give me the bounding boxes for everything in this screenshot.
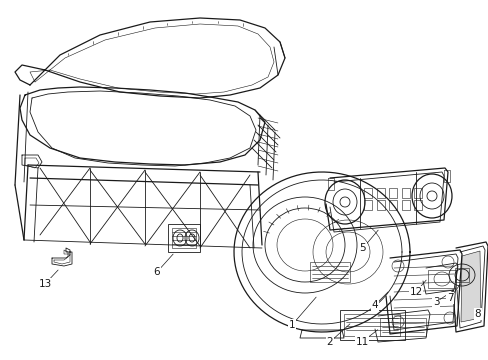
Bar <box>454 268 468 282</box>
Bar <box>363 188 371 198</box>
Text: 2: 2 <box>326 337 333 347</box>
Bar <box>376 200 384 210</box>
Bar <box>363 200 371 210</box>
Bar <box>401 200 408 210</box>
Bar <box>413 188 421 198</box>
Text: 1: 1 <box>288 320 295 330</box>
Text: 8: 8 <box>474 309 480 319</box>
Bar <box>172 228 196 248</box>
Bar <box>379 318 425 336</box>
Text: 6: 6 <box>153 267 160 277</box>
Bar <box>168 224 200 252</box>
Text: 11: 11 <box>355 337 368 347</box>
Text: 12: 12 <box>408 287 422 297</box>
Bar <box>388 200 396 210</box>
Bar <box>413 200 421 210</box>
Bar <box>401 188 408 198</box>
Text: 3: 3 <box>432 297 438 307</box>
Bar <box>309 262 349 282</box>
Bar <box>388 188 396 198</box>
Text: 5: 5 <box>359 243 366 253</box>
Polygon shape <box>460 251 480 322</box>
Text: 7: 7 <box>446 293 452 303</box>
Bar <box>376 188 384 198</box>
Text: 13: 13 <box>38 279 52 289</box>
Bar <box>343 314 399 336</box>
Text: 4: 4 <box>371 300 378 310</box>
Bar <box>427 270 455 288</box>
Bar <box>339 310 404 340</box>
